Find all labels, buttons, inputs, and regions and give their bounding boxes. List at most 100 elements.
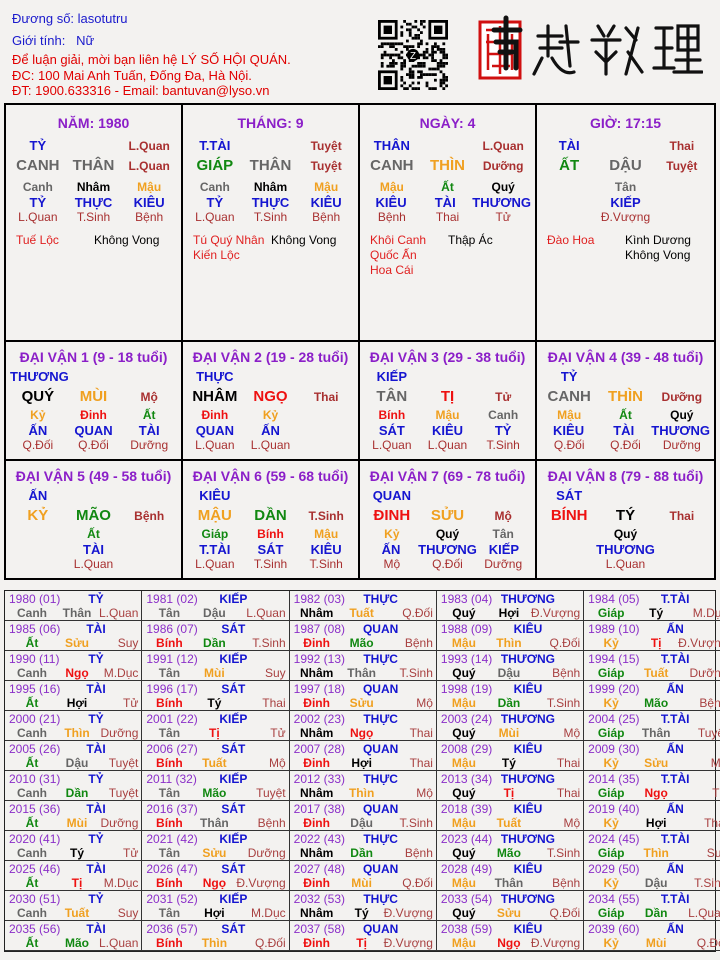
hidden-stem: Giáp bbox=[201, 527, 229, 541]
dai-van-life-stage: Dưỡng bbox=[661, 390, 703, 404]
year-cell: 1995 (16) TÀI Ất Hợi Tử bbox=[5, 681, 143, 711]
year-ten-god: ẤN bbox=[666, 802, 684, 816]
year-cell: 2030 (51) TỶ Canh Tuất Suy bbox=[5, 891, 143, 921]
year-stem: Giáp bbox=[597, 846, 625, 860]
year-stem-branch: Bính Dần T.Sinh bbox=[146, 636, 286, 650]
year-stem-branch: Đinh Mão Bệnh bbox=[294, 636, 433, 650]
hidden-stem: Mậu bbox=[435, 408, 460, 422]
year-cell: 1991 (12) KIẾP Tân Mùi Suy bbox=[142, 651, 290, 681]
year-branch: Thân bbox=[200, 816, 229, 830]
year-stem-branch: Tân Mão Tuyệt bbox=[146, 786, 286, 800]
hidden-ten-gods-row: KIẾP bbox=[537, 195, 714, 210]
dai-van-4: ĐẠI VẬN 4 (39 - 48 tuổi) TỶ CANH THÌN Dưỡng M… bbox=[537, 342, 714, 461]
year-branch: Tuất bbox=[643, 666, 669, 680]
year-life-stage: Bệnh bbox=[257, 816, 286, 830]
year-stem: Bính bbox=[156, 816, 183, 830]
year-cell: 2032 (53) THỰC Nhâm Tý Đ.Vượng bbox=[289, 891, 437, 921]
year-stem-branch: Kỷ Sửu Mộ bbox=[588, 756, 720, 770]
year-label: 2034 (55) bbox=[588, 892, 640, 906]
year-stem: Nhâm bbox=[299, 666, 334, 680]
year-branch: Thân bbox=[641, 726, 671, 740]
year-stem: Bính bbox=[156, 876, 183, 890]
dai-van-stem-branch-row: ĐINH SỬU Mộ bbox=[360, 505, 535, 527]
year-ten-god: TỶ bbox=[88, 892, 104, 906]
year-cell: 1987 (08) QUAN Đinh Mão Bệnh bbox=[289, 621, 437, 651]
year-branch: Hợi bbox=[351, 756, 372, 770]
year-label: 2006 (27) bbox=[146, 742, 198, 756]
year-header: 2023 (44) THƯƠNG bbox=[441, 832, 580, 846]
year-label: 2021 (42) bbox=[146, 832, 198, 846]
year-life-stage: Thai bbox=[409, 726, 433, 740]
year-header: 2024 (45) T.TÀI bbox=[588, 832, 720, 846]
year-stem-branch: Bính Thân Bệnh bbox=[146, 816, 286, 830]
year-label: 2013 (34) bbox=[440, 772, 493, 786]
hidden-stem: Nhâm bbox=[76, 180, 111, 194]
year-ten-god: THƯƠNG bbox=[500, 712, 555, 726]
year-stem-branch: Kỷ Mùi Q.Đối bbox=[588, 936, 720, 950]
dai-van-ten-god-row: THỰC bbox=[183, 368, 358, 386]
year-stem: Giáp bbox=[597, 786, 625, 800]
hidden-ten-god: ẤN bbox=[28, 423, 48, 438]
year-cell: 2026 (47) SÁT Bính Ngọ Đ.Vượng bbox=[142, 861, 290, 891]
year-stem-branch: Mậu Tuất Mộ bbox=[441, 816, 580, 830]
year-stem: Giáp bbox=[597, 906, 625, 920]
year-life-stage: L.Quan bbox=[688, 906, 720, 920]
year-stem-branch: Giáp Ngọ Tử bbox=[588, 786, 720, 800]
earthly-branch: DẦN bbox=[254, 507, 287, 524]
year-ten-god: TỶ bbox=[88, 592, 104, 606]
star-label: Quốc Ấn bbox=[370, 248, 417, 262]
year-branch: Thìn bbox=[348, 786, 375, 800]
year-life-stage: Tử bbox=[123, 846, 139, 860]
hidden-life-stage: Bệnh bbox=[312, 210, 341, 224]
dai-van-title: ĐẠI VẬN 5 (49 - 58 tuổi) bbox=[15, 468, 172, 484]
hidden-stems-row: Giáp Bính Mậu bbox=[183, 527, 358, 542]
year-branch: Sửu bbox=[644, 756, 669, 770]
year-life-stage: M.Dục bbox=[103, 666, 139, 680]
empty-slot bbox=[243, 137, 299, 155]
year-branch: Thân bbox=[494, 876, 524, 890]
hidden-ten-god: THỰC bbox=[74, 195, 113, 210]
phone-email-line: ĐT: 1900.633316 - Email: bantuvan@lyso.v… bbox=[12, 83, 270, 98]
year-branch: Thân bbox=[62, 606, 92, 620]
hidden-stem: Quý bbox=[491, 180, 515, 194]
year-stem-branch: Quý Hợi Đ.Vượng bbox=[441, 606, 580, 620]
hidden-life-stage-row: Q.Đối Q.Đối Dưỡng bbox=[537, 438, 714, 453]
year-cell: 2027 (48) QUAN Đinh Mùi Q.Đối bbox=[289, 861, 437, 891]
hidden-stem: Mậu bbox=[379, 180, 404, 194]
year-cell: 1985 (06) TÀI Ất Sửu Suy bbox=[5, 621, 143, 651]
year-label: 2032 (53) bbox=[293, 892, 346, 906]
year-branch: Dậu bbox=[350, 816, 373, 830]
year-label: 1984 (05) bbox=[588, 592, 640, 606]
pillar-stem-branch-row: CANH THÂN L.Quan bbox=[6, 155, 181, 177]
hidden-ten-god: TÀI bbox=[613, 423, 635, 438]
year-label: 2030 (51) bbox=[9, 892, 61, 906]
year-stem-branch: Mậu Ngọ Đ.Vượng bbox=[441, 936, 580, 950]
year-header: 2010 (31) TỶ bbox=[9, 772, 138, 786]
heavenly-stem: BÍNH bbox=[550, 507, 588, 524]
year-header: 1982 (03) THỰC bbox=[294, 592, 433, 606]
hidden-stems-row: Canh Nhâm Mậu bbox=[183, 180, 358, 195]
year-stem-branch: Mậu Tý Thai bbox=[441, 756, 580, 770]
hidden-life-stage: L.Quan bbox=[250, 438, 291, 452]
hidden-stem: Mậu bbox=[557, 408, 582, 422]
hidden-life-stage: Q.Đối bbox=[610, 438, 641, 452]
year-stem: Tân bbox=[158, 606, 181, 620]
year-life-stage: Q.Đối bbox=[549, 906, 581, 920]
year-cell: 2035 (56) TÀI Ất Mão L.Quan bbox=[5, 921, 143, 951]
year-label: 2010 (31) bbox=[9, 772, 61, 786]
year-stem-branch: Canh Thìn Dưỡng bbox=[9, 726, 138, 740]
year-branch: Tuất bbox=[64, 906, 90, 920]
star-label: Kiến Lộc bbox=[193, 248, 240, 262]
year-label: 1992 (13) bbox=[293, 652, 346, 666]
year-branch: Ngọ bbox=[644, 786, 668, 800]
hidden-life-stage: T.Sinh bbox=[253, 557, 288, 571]
year-life-stage: T.Sinh bbox=[546, 846, 581, 860]
contact-line: Để luận giải, mời bạn liên hệ LÝ SỐ HỘI … bbox=[12, 52, 291, 67]
pillar-title: THÁNG: 9 bbox=[237, 115, 304, 131]
year-branch: Hợi bbox=[66, 696, 88, 710]
hidden-life-stage-row: L.Quan bbox=[537, 557, 714, 572]
year-header: 2029 (50) ẤN bbox=[588, 862, 720, 876]
year-header: 1999 (20) ẤN bbox=[588, 682, 720, 696]
year-life-stage: M.Dục bbox=[250, 906, 286, 920]
year-life-stage: Tuyệt bbox=[697, 726, 720, 740]
